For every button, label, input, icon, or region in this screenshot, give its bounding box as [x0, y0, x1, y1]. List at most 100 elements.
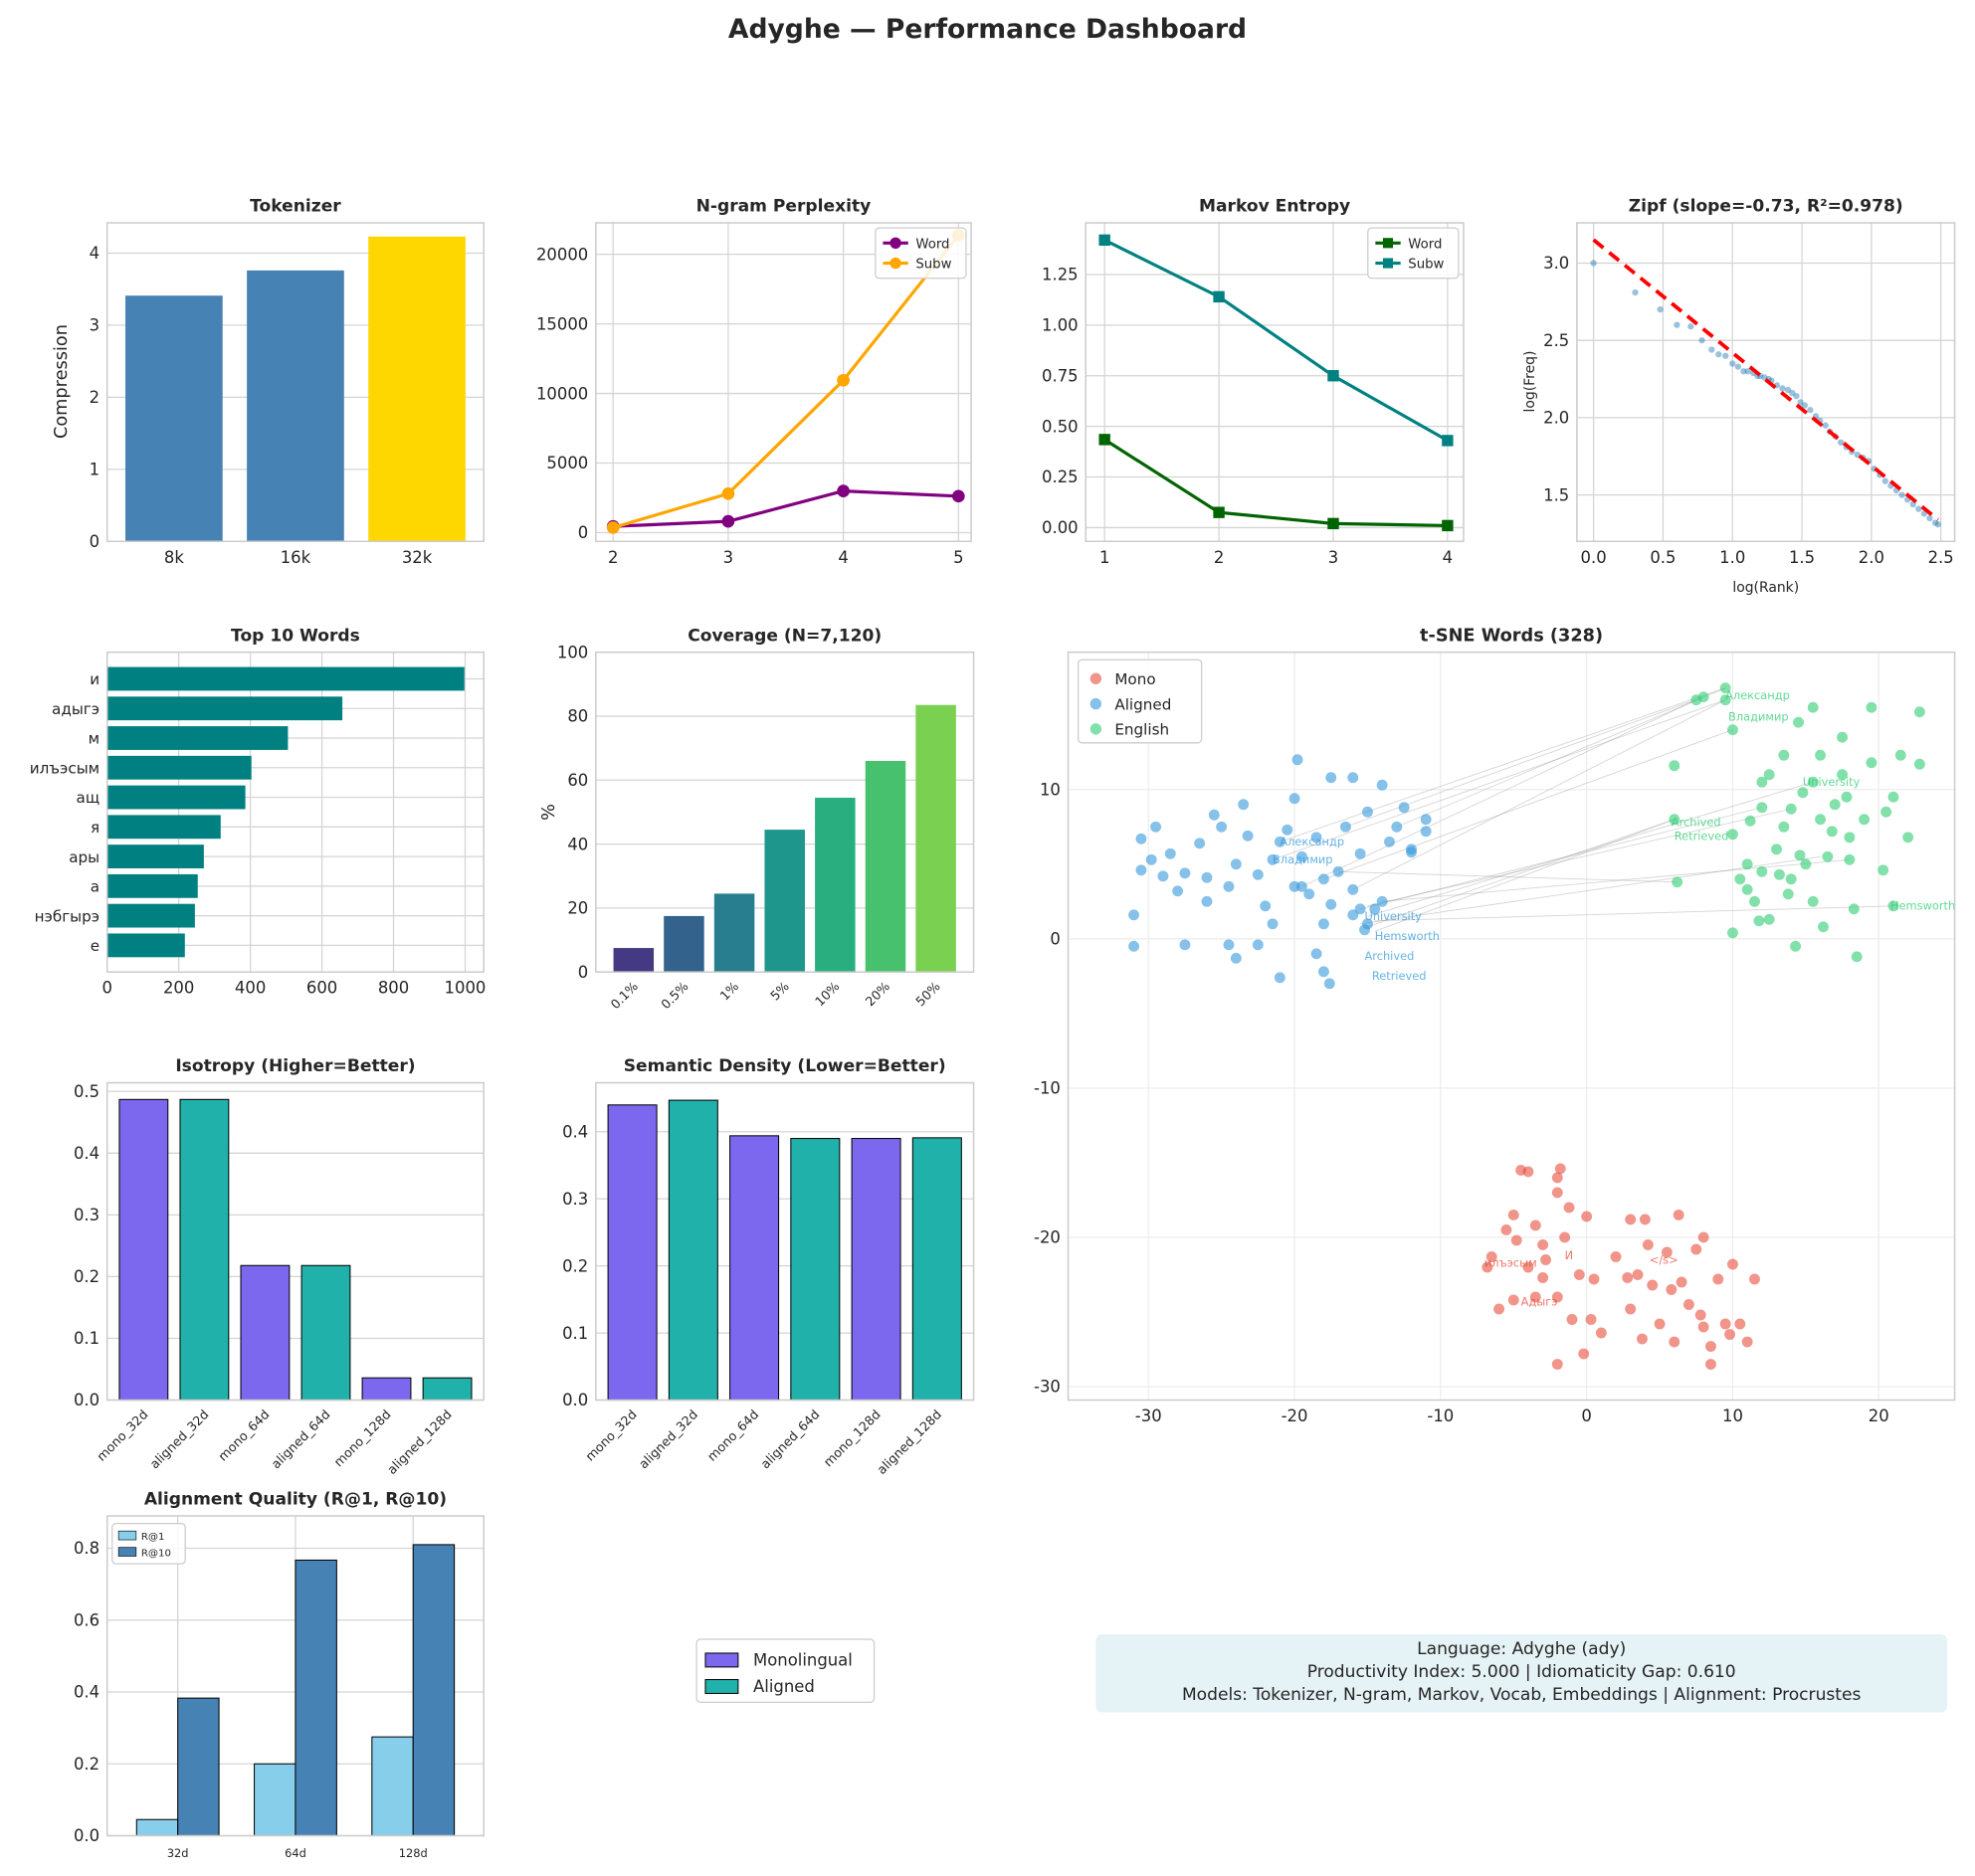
y-tick-label: ащ — [77, 789, 100, 807]
plot-area — [1068, 652, 1955, 1401]
point-aligned — [1201, 895, 1213, 907]
x-tick-label: aligned_64d — [269, 1407, 333, 1471]
data-point — [1213, 290, 1225, 303]
legend: Word Subw — [875, 227, 967, 280]
point-english — [1866, 701, 1877, 713]
series-line-subw — [612, 234, 960, 529]
point-mono — [1551, 1172, 1563, 1184]
dashboard-title: Adyghe — Performance Dashboard — [728, 14, 1247, 45]
x-tick-label: 0.5% — [658, 979, 691, 1012]
point-aligned — [1376, 895, 1388, 907]
tsne-chart: -30 -20 -10 0 10 20 -30 -20 -10 0 10 t-SNE Words (3… — [1034, 626, 1956, 1425]
y-tick-label: 0.50 — [1042, 417, 1079, 436]
point-aligned — [1216, 821, 1228, 833]
point-mono — [1595, 1327, 1607, 1339]
x-tick-label: 1000 — [445, 979, 487, 998]
bar — [106, 666, 465, 691]
point-aligned — [1291, 754, 1303, 766]
x-tick-label: 32d — [167, 1846, 189, 1860]
x-tick-label: 2.5 — [1928, 548, 1954, 567]
axes-frame — [1576, 222, 1956, 543]
y-tick-label: е — [91, 937, 99, 955]
y-tick-label: 10000 — [536, 384, 588, 403]
marks — [1590, 238, 1942, 528]
point-english — [1778, 821, 1790, 833]
word-label: University — [1803, 775, 1861, 789]
x-tick-label: -20 — [1282, 1407, 1308, 1425]
point-mono — [1642, 1239, 1654, 1250]
y-tick-label: а — [91, 878, 99, 896]
axes-frame — [105, 222, 485, 543]
x-tick-label: 1.5 — [1789, 548, 1815, 567]
x-tick-label: 2.0 — [1859, 548, 1884, 567]
data-point — [1931, 519, 1939, 526]
alignment-link — [1382, 858, 1850, 902]
point-aligned — [1347, 883, 1359, 895]
chart-title: Coverage (N=7,120) — [688, 626, 882, 646]
info-box: Language: Adyghe (ady) Productivity Index… — [1095, 1633, 1948, 1713]
bar — [368, 236, 466, 542]
point-aligned — [1135, 864, 1147, 876]
point-aligned — [1332, 865, 1344, 877]
point-english — [1756, 776, 1768, 788]
point-aligned — [1157, 870, 1169, 882]
data-point — [1098, 434, 1110, 446]
point-aligned — [1347, 772, 1359, 784]
bar — [106, 844, 204, 868]
x-tick-label: aligned_128d — [874, 1407, 944, 1477]
point-english — [1807, 701, 1819, 713]
axes-frame — [595, 1081, 975, 1402]
point-english — [1771, 844, 1782, 855]
point-aligned — [1208, 809, 1220, 821]
y-tick-label: 4 — [90, 244, 99, 263]
point-mono — [1510, 1234, 1522, 1246]
data-point — [1657, 305, 1664, 313]
y-tick-label: 20000 — [536, 245, 588, 264]
legend: Word Subw — [1367, 227, 1460, 280]
bar — [106, 785, 246, 810]
bar — [125, 295, 223, 542]
point-mono — [1522, 1261, 1534, 1273]
point-english — [1763, 769, 1775, 781]
semantic-density-chart: 0.0 0.1 0.2 0.3 0.4 Semantic Density (Lower=B… — [562, 1056, 975, 1477]
data-point — [1793, 392, 1800, 400]
y-tick-label: 0.2 — [74, 1755, 99, 1774]
legend-label: English — [1114, 721, 1169, 739]
data-point — [1926, 514, 1933, 522]
point-aligned — [1242, 830, 1254, 842]
point-aligned — [1317, 873, 1329, 885]
point-mono — [1507, 1210, 1519, 1220]
point-aligned — [1223, 939, 1235, 951]
x-tick-label: 3 — [1328, 548, 1338, 567]
point-mono — [1654, 1318, 1666, 1330]
info-line: Language: Adyghe (ady) — [1417, 1639, 1626, 1659]
y-tick-label: м — [89, 730, 99, 748]
x-tick-label: 0 — [101, 979, 111, 998]
chart-title: t-SNE Words (328) — [1420, 626, 1603, 646]
bar — [422, 1377, 473, 1402]
data-point — [1881, 477, 1888, 484]
data-point — [1807, 406, 1814, 414]
data-point — [1934, 521, 1942, 528]
y-tick-label: 0.1 — [74, 1329, 99, 1348]
data-point — [1590, 260, 1597, 267]
legend: Mono Aligned English — [1078, 658, 1203, 744]
y-tick-label: 3 — [90, 316, 99, 335]
data-point — [1715, 351, 1722, 358]
point-english — [1844, 853, 1856, 865]
bar — [764, 830, 805, 973]
point-aligned — [1406, 846, 1417, 858]
point-aligned — [1354, 847, 1366, 859]
y-tick-label: 0.1 — [562, 1324, 588, 1343]
point-english — [1719, 682, 1731, 694]
y-tick-label: 80 — [567, 707, 588, 726]
point-mono — [1697, 1231, 1709, 1243]
point-aligned — [1267, 853, 1279, 865]
legend-swatch — [704, 1679, 739, 1694]
bar — [911, 1137, 962, 1402]
point-english — [1669, 814, 1680, 826]
x-tick-label: 50% — [912, 979, 942, 1009]
axes-frame — [595, 222, 972, 543]
point-mono — [1697, 1321, 1709, 1333]
y-tick-label: 0.0 — [562, 1391, 588, 1409]
